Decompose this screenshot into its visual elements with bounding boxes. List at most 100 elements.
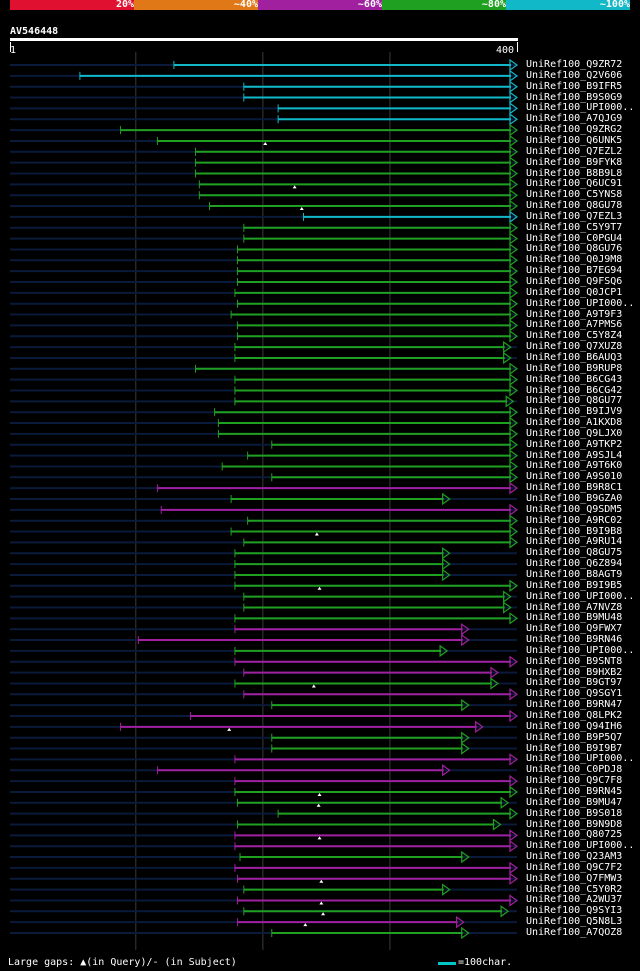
- hit-label[interactable]: UniRef100_Q8GU76: [526, 243, 623, 255]
- hit-arrow: [509, 894, 519, 907]
- query-gap-marker: [303, 923, 308, 927]
- hit-label[interactable]: UniRef100_C0PDJ8: [526, 764, 623, 776]
- hit-label[interactable]: UniRef100_B9N9D8: [526, 818, 623, 830]
- hit-label[interactable]: UniRef100_Q9LJX0: [526, 427, 623, 439]
- hit-label[interactable]: UniRef100_B9S0G9: [526, 91, 623, 103]
- hit-label[interactable]: UniRef100_C5Y0R2: [526, 883, 623, 895]
- hit-label[interactable]: UniRef100_Q0J9M8: [526, 254, 623, 266]
- hit-label[interactable]: UniRef100_C5Y8Z4: [526, 330, 623, 342]
- hit-label[interactable]: UniRef100_Q7EZL3: [526, 210, 623, 222]
- hit-label[interactable]: UniRef100_Q0JCP1: [526, 286, 623, 298]
- query-gap-marker: [314, 532, 319, 536]
- hit-label[interactable]: UniRef100_B9P5Q7: [526, 731, 623, 743]
- hit-label[interactable]: UniRef100_UPI000..: [526, 840, 635, 852]
- hit-label[interactable]: UniRef100_A9T9F3: [526, 308, 623, 320]
- hit-label[interactable]: UniRef100_A7QOZ8: [526, 927, 623, 938]
- hit-label[interactable]: UniRef100_B9I9B5: [526, 579, 623, 591]
- hit-label[interactable]: UniRef100_UPI000..: [526, 590, 635, 602]
- hit-label[interactable]: UniRef100_B8AGT9: [526, 568, 623, 580]
- hit-label[interactable]: UniRef100_Q7XUZ8: [526, 341, 623, 353]
- hit-label[interactable]: UniRef100_B9R8C1: [526, 482, 623, 494]
- hit-label[interactable]: UniRef100_B9S018: [526, 807, 623, 819]
- hit-label[interactable]: UniRef100_Q6UC91: [526, 178, 623, 190]
- hit-label[interactable]: UniRef100_C0PGU4: [526, 232, 623, 244]
- hit-label[interactable]: UniRef100_A9T6K0: [526, 460, 623, 472]
- hit-label[interactable]: UniRef100_B9GT97: [526, 677, 623, 689]
- hit-label[interactable]: UniRef100_Q5N8L3: [526, 916, 623, 928]
- query-id: AV546448: [10, 26, 59, 37]
- hit-label[interactable]: UniRef100_B6CG42: [526, 384, 623, 396]
- hit-arrow: [509, 243, 519, 256]
- hit-label[interactable]: UniRef100_Q9ZR72: [526, 59, 623, 70]
- hit-arrow: [456, 915, 465, 929]
- hit-label[interactable]: UniRef100_A9RU14: [526, 536, 623, 548]
- hit-arrow: [439, 644, 449, 658]
- hit-label[interactable]: UniRef100_C5Y9T7: [526, 221, 623, 233]
- hit-label[interactable]: UniRef100_Q2V606: [526, 69, 623, 81]
- hit-label[interactable]: UniRef100_B9RN46: [526, 634, 623, 646]
- hit-arrow: [490, 666, 499, 679]
- hit-arrow: [509, 264, 519, 278]
- hit-label[interactable]: UniRef100_Q6Z894: [526, 558, 623, 570]
- hit-label[interactable]: UniRef100_B9MU47: [526, 796, 623, 808]
- query-gap-marker: [311, 684, 316, 688]
- hit-label[interactable]: UniRef100_Q9FSQ6: [526, 276, 623, 287]
- hit-label[interactable]: UniRef100_B9RN47: [526, 699, 623, 711]
- hit-label[interactable]: UniRef100_Q9SDM5: [526, 503, 623, 515]
- hit-label[interactable]: UniRef100_UPI000..: [526, 102, 635, 114]
- hit-label[interactable]: UniRef100_B9RUP8: [526, 362, 623, 374]
- hit-label[interactable]: UniRef100_B9SNT8: [526, 655, 623, 667]
- hit-label[interactable]: UniRef100_Q8GU77: [526, 395, 623, 407]
- hit-label[interactable]: UniRef100_Q9C7F8: [526, 775, 623, 787]
- hit-label[interactable]: UniRef100_Q9C7F2: [526, 861, 623, 873]
- hit-label[interactable]: UniRef100_Q9ZRG2: [526, 124, 623, 136]
- hit-label[interactable]: UniRef100_Q94IH6: [526, 720, 623, 732]
- hit-label[interactable]: UniRef100_B9GZA0: [526, 493, 623, 504]
- hit-label[interactable]: UniRef100_Q8GU75: [526, 547, 623, 559]
- hit-label[interactable]: UniRef100_A7QJG9: [526, 113, 623, 125]
- hit-label[interactable]: UniRef100_B6CG43: [526, 373, 623, 385]
- hit-label[interactable]: UniRef100_A2WU37: [526, 894, 623, 906]
- hit-label[interactable]: UniRef100_B7EG94: [526, 265, 623, 277]
- hit-arrow: [500, 905, 510, 918]
- hit-label[interactable]: UniRef100_B8B9L8: [526, 167, 623, 179]
- hit-label[interactable]: UniRef100_Q7FMW3: [526, 872, 623, 884]
- hit-label[interactable]: UniRef100_UPI000..: [526, 297, 635, 309]
- hit-label[interactable]: UniRef100_B9FYK8: [526, 156, 623, 168]
- hit-label[interactable]: UniRef100_B9HXB2: [526, 666, 623, 678]
- hit-label[interactable]: UniRef100_Q23AM3: [526, 851, 623, 863]
- hit-label[interactable]: UniRef100_A9TKP2: [526, 438, 623, 450]
- hit-label[interactable]: UniRef100_A9SJL4: [526, 449, 623, 461]
- hit-label[interactable]: UniRef100_Q8LPK2: [526, 710, 623, 721]
- hit-label[interactable]: UniRef100_A7NVZ8: [526, 601, 623, 613]
- hit-label[interactable]: UniRef100_Q6UNK5: [526, 134, 623, 146]
- hit-label[interactable]: UniRef100_B6AUQ3: [526, 351, 623, 363]
- hit-label[interactable]: UniRef100_B9MU48: [526, 612, 623, 624]
- hit-arrow: [509, 69, 519, 83]
- hit-label[interactable]: UniRef100_B9I9B8: [526, 525, 623, 537]
- hit-label[interactable]: UniRef100_UPI000..: [526, 753, 635, 765]
- hit-label[interactable]: UniRef100_Q7EZL2: [526, 145, 623, 157]
- hit-label[interactable]: UniRef100_UPI000..: [526, 644, 635, 656]
- hit-arrow: [509, 612, 519, 625]
- hit-label[interactable]: UniRef100_Q9FWX7: [526, 623, 623, 635]
- hit-label[interactable]: UniRef100_A9RC02: [526, 514, 623, 526]
- hit-label[interactable]: UniRef100_Q9SGY1: [526, 688, 623, 700]
- hit-arrow: [509, 416, 519, 430]
- hit-label[interactable]: UniRef100_C5YNS8: [526, 189, 623, 201]
- hit-label[interactable]: UniRef100_B9IFR5: [526, 80, 623, 92]
- hit-label[interactable]: UniRef100_B9I9B7: [526, 742, 623, 754]
- hit-label[interactable]: UniRef100_Q9SYI3: [526, 905, 623, 917]
- hit-arrow: [503, 590, 512, 603]
- hit-arrow: [509, 221, 519, 234]
- hit-arrow: [509, 774, 519, 788]
- hit-label[interactable]: UniRef100_B9IJV9: [526, 406, 623, 418]
- hit-label[interactable]: UniRef100_Q8GU78: [526, 200, 623, 212]
- hit-label[interactable]: UniRef100_A7PMS6: [526, 319, 623, 331]
- hit-label[interactable]: UniRef100_A1KXD8: [526, 417, 623, 429]
- hit-label[interactable]: UniRef100_A9S010: [526, 471, 623, 483]
- scale-segment: [506, 0, 630, 10]
- hit-label[interactable]: UniRef100_B9RN45: [526, 785, 623, 797]
- hit-label[interactable]: UniRef100_Q80725: [526, 829, 623, 841]
- hit-arrow: [509, 286, 519, 300]
